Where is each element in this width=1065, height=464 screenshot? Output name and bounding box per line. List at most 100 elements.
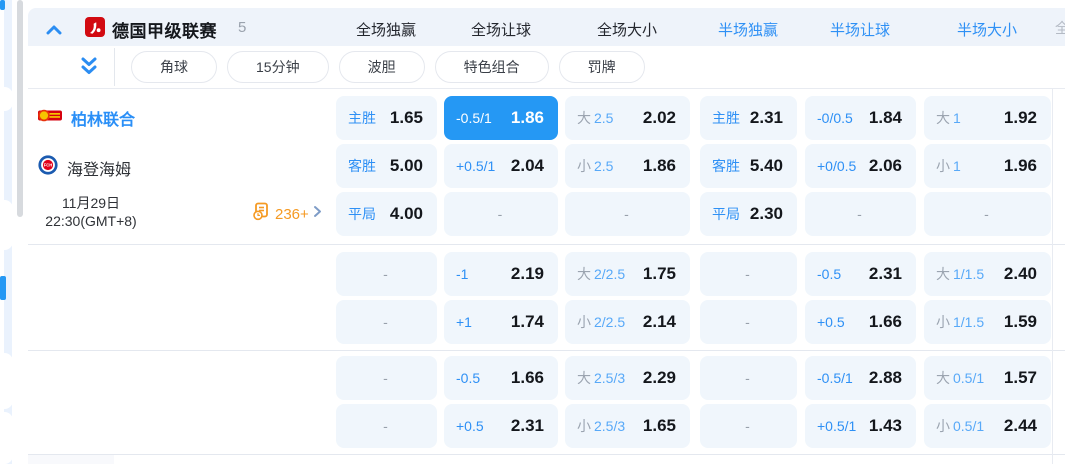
odds-value: 2.06	[868, 156, 902, 175]
odds-cell[interactable]: 客胜 5.00	[336, 144, 437, 188]
odds-value: 1.96	[1003, 156, 1037, 175]
header-col-3[interactable]: 全场大小	[596, 22, 657, 39]
header-col-4[interactable]: 半场独赢	[717, 22, 778, 39]
odds-value: 1.59	[1003, 312, 1037, 331]
odds-cell[interactable]: +0.5 1.66	[805, 300, 916, 344]
clipped-side-button[interactable]	[0, 0, 5, 10]
odds-cell[interactable]: -0.5 2.31	[805, 252, 916, 296]
odds-value: 5.00	[389, 156, 423, 175]
odds-label: 小 1/1.5	[936, 314, 985, 330]
away-team-row[interactable]: FCH 海登海姆	[38, 155, 131, 180]
odds-cell[interactable]: 主胜 2.31	[700, 96, 797, 140]
rail-notch	[0, 353, 13, 409]
odds-label: 小 2.5	[577, 158, 614, 174]
odds-cell[interactable]: 小 2.5/3 1.65	[565, 404, 690, 448]
odds-value: 2.31	[749, 108, 783, 127]
filter-pill[interactable]: 罚牌	[558, 51, 645, 83]
odds-label: 小 2/2.5	[577, 314, 626, 330]
odds-label: 大 1/1.5	[936, 266, 985, 282]
empty-dash: -	[745, 370, 750, 386]
empty-dash: -	[383, 314, 388, 330]
header-col-2[interactable]: 全场让球	[470, 22, 531, 39]
filter-pill[interactable]: 特色组合	[434, 51, 549, 83]
odds-value: 1.75	[642, 264, 676, 283]
odds-cell-empty: -	[924, 192, 1051, 236]
odds-label: -0/0.5	[817, 110, 853, 126]
away-team-name: 海登海姆	[67, 161, 132, 179]
more-markets-link[interactable]: 236+	[252, 202, 322, 226]
odds-value: 2.29	[642, 368, 676, 387]
rail-notch	[0, 200, 13, 250]
home-team-row[interactable]: 柏林联合	[38, 106, 135, 130]
odds-cell[interactable]: -0.5/1 2.88	[805, 356, 916, 400]
empty-dash: -	[383, 266, 388, 282]
scrollbar-thumb[interactable]	[17, 0, 23, 217]
odds-value: 5.40	[749, 156, 783, 175]
odds-cell[interactable]: 小 0.5/1 2.44	[924, 404, 1051, 448]
odds-cell[interactable]: 平局 2.30	[700, 192, 797, 236]
empty-dash: -	[383, 370, 388, 386]
odds-cell[interactable]: +0.5 2.31	[444, 404, 558, 448]
odds-cell-empty: -	[700, 252, 797, 296]
odds-label: +1	[456, 314, 472, 330]
odds-label: 小 0.5/1	[936, 418, 985, 434]
filter-pill[interactable]: 角球	[131, 51, 217, 83]
odds-label: 大 2.5/3	[577, 370, 626, 386]
odds-cell-empty: -	[700, 404, 797, 448]
odds-label: -0.5	[456, 370, 481, 386]
odds-cell[interactable]: 大 2/2.5 1.75	[565, 252, 690, 296]
odds-cell[interactable]: 大 0.5/1 1.57	[924, 356, 1051, 400]
table-right-border	[1052, 88, 1053, 464]
odds-cell[interactable]: -1 2.19	[444, 252, 558, 296]
filter-pill[interactable]: 波胆	[338, 51, 425, 83]
league-name: 德国甲级联赛	[112, 22, 217, 41]
odds-cell[interactable]: 客胜 5.40	[700, 144, 797, 188]
home-team-name: 柏林联合	[71, 112, 136, 129]
group-separator	[28, 454, 1065, 455]
odds-label: 大 0.5/1	[936, 370, 985, 386]
odds-label: 客胜	[712, 158, 740, 174]
odds-cell[interactable]: 大 2.5 2.02	[565, 96, 690, 140]
home-team-logo-icon	[38, 108, 62, 128]
odds-cell[interactable]: +0.5/1 2.04	[444, 144, 558, 188]
odds-label: +0/0.5	[817, 158, 857, 174]
header-col-6[interactable]: 半场大小	[956, 22, 1017, 39]
filter-pill[interactable]: 15分钟	[227, 51, 329, 83]
odds-label: 主胜	[348, 110, 376, 126]
odds-label: 主胜	[712, 110, 740, 126]
header-col-5[interactable]: 半场让球	[829, 22, 890, 39]
odds-value: 2.40	[1003, 264, 1037, 283]
odds-cell[interactable]: 小 1/1.5 1.59	[924, 300, 1051, 344]
odds-label: +0.5/1	[456, 158, 496, 174]
match-datetime: 11月29日 22:30(GMT+8)	[36, 194, 146, 230]
markets-list-clock-icon	[252, 202, 271, 226]
odds-cell[interactable]: +1 1.74	[444, 300, 558, 344]
odds-cell[interactable]: -0.5/1 1.86	[444, 96, 558, 140]
odds-value: 2.19	[510, 264, 544, 283]
odds-value: 1.65	[389, 108, 423, 127]
odds-cell[interactable]: 平局 4.00	[336, 192, 437, 236]
odds-cell[interactable]: 小 2.5 1.86	[565, 144, 690, 188]
odds-cell[interactable]: 大 2.5/3 2.29	[565, 356, 690, 400]
odds-label: 大 2/2.5	[577, 266, 626, 282]
expand-double-chevron-down-icon[interactable]	[80, 56, 98, 82]
odds-cell[interactable]: 大 1/1.5 2.40	[924, 252, 1051, 296]
clipped-side-button[interactable]	[0, 276, 6, 300]
collapse-chevron-up-icon[interactable]	[46, 22, 62, 40]
odds-label: -1	[456, 266, 469, 282]
odds-cell[interactable]: -0/0.5 1.84	[805, 96, 916, 140]
match-date: 11月29日	[61, 195, 121, 211]
odds-cell[interactable]: +0/0.5 2.06	[805, 144, 916, 188]
odds-label: 大 2.5	[577, 110, 614, 126]
league-header-bar: 德国甲级联赛 5 全场独赢 全场让球 全场大小 半场独赢 半场让球 半场大小 全	[28, 8, 1065, 46]
odds-cell[interactable]: 小 1 1.96	[924, 144, 1051, 188]
odds-cell[interactable]: -0.5 1.66	[444, 356, 558, 400]
odds-cell[interactable]: +0.5/1 1.43	[805, 404, 916, 448]
odds-cell[interactable]: 主胜 1.65	[336, 96, 437, 140]
odds-cell[interactable]: 大 1 1.92	[924, 96, 1051, 140]
odds-cell[interactable]: 小 2/2.5 2.14	[565, 300, 690, 344]
header-col-1[interactable]: 全场独赢	[355, 22, 416, 39]
odds-value: 1.84	[868, 108, 902, 127]
